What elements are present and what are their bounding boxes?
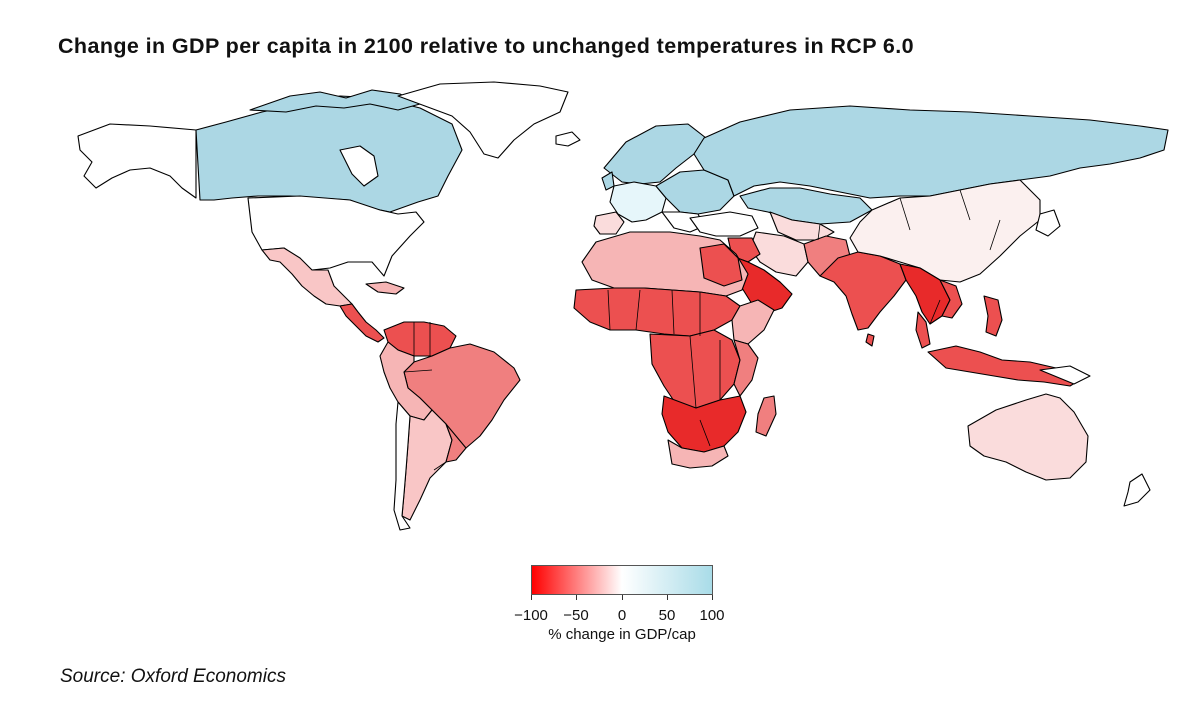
region-iberia [593, 211, 625, 235]
legend-tick [667, 595, 668, 600]
region-east-africa [733, 339, 759, 397]
region-iceland [555, 131, 581, 147]
region-new-zealand [1123, 473, 1151, 507]
region-eastern-europe [655, 169, 735, 215]
region-madagascar [755, 395, 777, 437]
region-korea-japan [1035, 209, 1061, 237]
region-egypt [699, 243, 743, 287]
region-malay-peninsula [915, 311, 931, 349]
region-indonesia [927, 345, 1081, 387]
legend-color-bar [531, 565, 713, 595]
region-turkey-caucasus [689, 211, 759, 237]
region-central-africa [649, 329, 741, 409]
region-uruguay-paraguay [445, 423, 467, 463]
region-chile [393, 401, 411, 531]
region-sri-lanka [865, 333, 875, 347]
legend-tick-label: 0 [617, 607, 627, 624]
region-philippines [983, 295, 1003, 337]
legend-tick [622, 595, 623, 600]
region-china-mongolia [849, 179, 1041, 283]
region-western-europe [609, 181, 667, 223]
region-horn-of-africa [731, 299, 775, 345]
legend-tick [576, 595, 577, 600]
region-uk [601, 171, 615, 191]
map-title: Change in GDP per capita in 2100 relativ… [58, 34, 915, 58]
legend-tick-label: 50 [658, 607, 676, 624]
border-lines-america [403, 322, 447, 471]
region-southern-africa [661, 395, 747, 453]
region-southeast-asia [899, 263, 951, 325]
region-south-africa [667, 439, 729, 469]
region-vietnam [939, 279, 963, 319]
region-sahel-west-africa [573, 287, 741, 337]
border-lines-africa [607, 289, 721, 447]
legend-tick [531, 595, 532, 600]
legend-tick-label: 100 [699, 607, 725, 624]
region-canada [195, 95, 463, 213]
legend-title: % change in GDP/cap [548, 626, 696, 643]
region-india [819, 251, 907, 331]
legend-tick-label: −50 [563, 607, 589, 624]
source-note: Source: Oxford Economics [60, 666, 286, 687]
region-papua [1039, 365, 1091, 385]
region-russia [693, 105, 1169, 199]
legend-tick-label: −100 [514, 607, 548, 624]
region-australia [967, 393, 1089, 481]
region-alaska [77, 123, 197, 199]
region-kazakhstan [739, 187, 873, 225]
region-canada-hudson [339, 145, 379, 187]
region-central-america [339, 303, 385, 343]
region-caribbean [365, 281, 405, 295]
border-lines-asia [817, 189, 1001, 325]
legend-tick [712, 595, 713, 600]
region-greenland [397, 81, 569, 159]
